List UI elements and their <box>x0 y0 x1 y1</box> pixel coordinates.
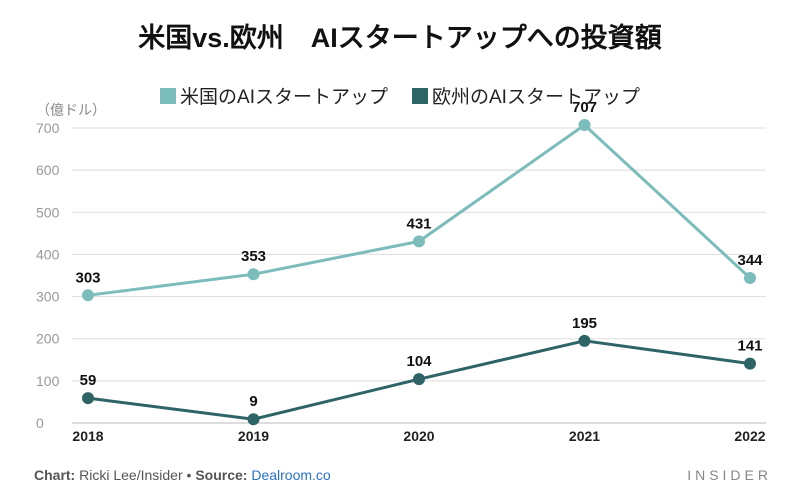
data-point-us-2018 <box>82 289 94 302</box>
data-point-eu-2020 <box>413 373 425 386</box>
y-tick-label-200: 200 <box>36 331 60 347</box>
data-point-eu-2018 <box>82 392 94 405</box>
legend-item-us: 米国のAIスタートアップ <box>160 82 388 109</box>
y-tick-label-300: 300 <box>36 289 60 305</box>
data-label-eu-2018: 59 <box>80 372 97 389</box>
data-label-eu-2021: 195 <box>572 315 597 332</box>
y-tick-label-0: 0 <box>36 415 44 431</box>
x-tick-label-2021: 2021 <box>569 428 600 444</box>
chart-footer: Chart: Ricki Lee/Insider • Source: Dealr… <box>34 467 331 483</box>
brand-logo: INSIDER <box>687 467 772 483</box>
y-tick-label-700: 700 <box>36 120 60 136</box>
x-tick-label-2020: 2020 <box>403 428 434 444</box>
x-tick-label-2022: 2022 <box>734 428 765 444</box>
data-point-us-2020 <box>413 235 425 248</box>
x-tick-label-2018: 2018 <box>72 428 103 444</box>
data-label-us-2019: 353 <box>241 248 266 265</box>
legend-item-eu: 欧州のAIスタートアップ <box>412 82 640 109</box>
legend-label-us: 米国のAIスタートアップ <box>180 87 388 108</box>
data-label-eu-2022: 141 <box>737 338 762 355</box>
data-point-us-2022 <box>744 272 756 285</box>
footer-chart-label: Chart: <box>34 467 76 483</box>
y-tick-label-600: 600 <box>36 162 60 178</box>
footer-author: Ricki Lee/Insider <box>79 467 183 483</box>
data-label-eu-2020: 104 <box>406 353 432 370</box>
chart-title: 米国vs.欧州 AIスタートアップへの投資額 <box>138 23 662 53</box>
y-tick-label-400: 400 <box>36 246 60 262</box>
legend-swatch-eu <box>412 87 428 104</box>
footer-source-link[interactable]: Dealroom.co <box>251 467 331 483</box>
data-point-eu-2021 <box>578 334 591 347</box>
data-label-eu-2019: 9 <box>249 393 257 410</box>
y-tick-label-100: 100 <box>36 373 60 389</box>
data-point-us-2021 <box>578 119 591 132</box>
footer-separator: • <box>186 467 192 483</box>
data-point-us-2019 <box>247 268 260 281</box>
legend-swatch-us <box>160 87 177 104</box>
legend: 米国のAIスタートアップ 欧州のAIスタートアップ <box>0 82 800 109</box>
legend-label-eu: 欧州のAIスタートアップ <box>432 87 640 108</box>
y-tick-label-500: 500 <box>36 204 60 220</box>
data-point-eu-2022 <box>744 357 756 370</box>
data-label-us-2020: 431 <box>406 215 431 232</box>
y-axis-unit-label: （億ドル） <box>36 102 106 118</box>
data-label-us-2018: 303 <box>75 269 100 286</box>
data-label-us-2022: 344 <box>737 252 763 269</box>
data-point-eu-2019 <box>247 413 260 426</box>
footer-source-label: Source: <box>195 467 248 483</box>
x-tick-label-2019: 2019 <box>238 428 269 444</box>
series-line-us <box>87 123 752 297</box>
data-label-us-2021: 707 <box>572 99 597 116</box>
